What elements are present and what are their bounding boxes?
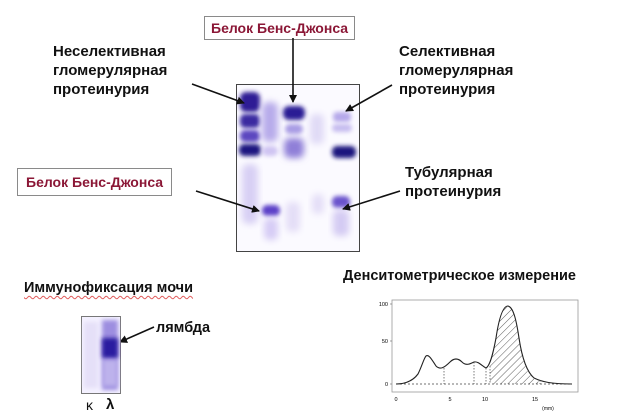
lambda-lane-label: λ [106, 396, 115, 413]
densitometry-title: Денситометрическое измерение [343, 268, 576, 284]
arrow-icon [195, 190, 260, 213]
selective-line-1: Селективная [399, 43, 496, 60]
kappa-lane-label: κ [86, 397, 93, 413]
gel-lane-4 [310, 114, 324, 214]
densitometry-plot: 100 50 0 0 5 10 15 (mm) [379, 299, 579, 412]
x-unit: (mm) [542, 406, 554, 412]
selective-line-3: протеинурия [399, 81, 496, 98]
nonselective-line-3: протеинурия [53, 81, 150, 98]
lambda-label: лямбда [156, 320, 211, 336]
tubular-line-1: Тубулярная [405, 164, 493, 181]
tubular-label: Тубулярная протеинурия [405, 163, 501, 201]
nonselective-line-2: гломерулярная [53, 62, 168, 79]
x-tick-5: 5 [448, 397, 451, 403]
arrow-icon [119, 326, 155, 343]
bence-jones-label-top: Белок Бенс-Джонса [204, 16, 356, 40]
y-tick-50: 50 [382, 339, 388, 345]
arrow-icon [342, 190, 401, 211]
gel-lane-3 [283, 106, 305, 232]
bence-jones-label-left: Белок Бенс-Джонса [17, 168, 173, 196]
immunofixation-strip [81, 316, 121, 394]
arrow-icon [345, 84, 393, 112]
x-tick-15: 15 [532, 397, 538, 403]
tubular-line-2: протеинурия [405, 183, 502, 200]
y-tick-100: 100 [379, 302, 388, 308]
selective-line-2: гломерулярная [399, 62, 514, 79]
selective-label: Селективная гломерулярная протеинурия [399, 42, 513, 99]
immunofixation-title: Иммунофиксация мочи [24, 280, 194, 296]
nonselective-line-1: Неселективная [53, 43, 166, 60]
gel-lane-2 [262, 102, 280, 240]
arrow-icon [191, 83, 245, 105]
nonselective-label: Неселективная гломерулярная протеинурия [53, 42, 167, 99]
x-tick-0: 0 [394, 397, 397, 403]
x-tick-10: 10 [482, 397, 488, 403]
y-tick-0: 0 [385, 382, 388, 388]
